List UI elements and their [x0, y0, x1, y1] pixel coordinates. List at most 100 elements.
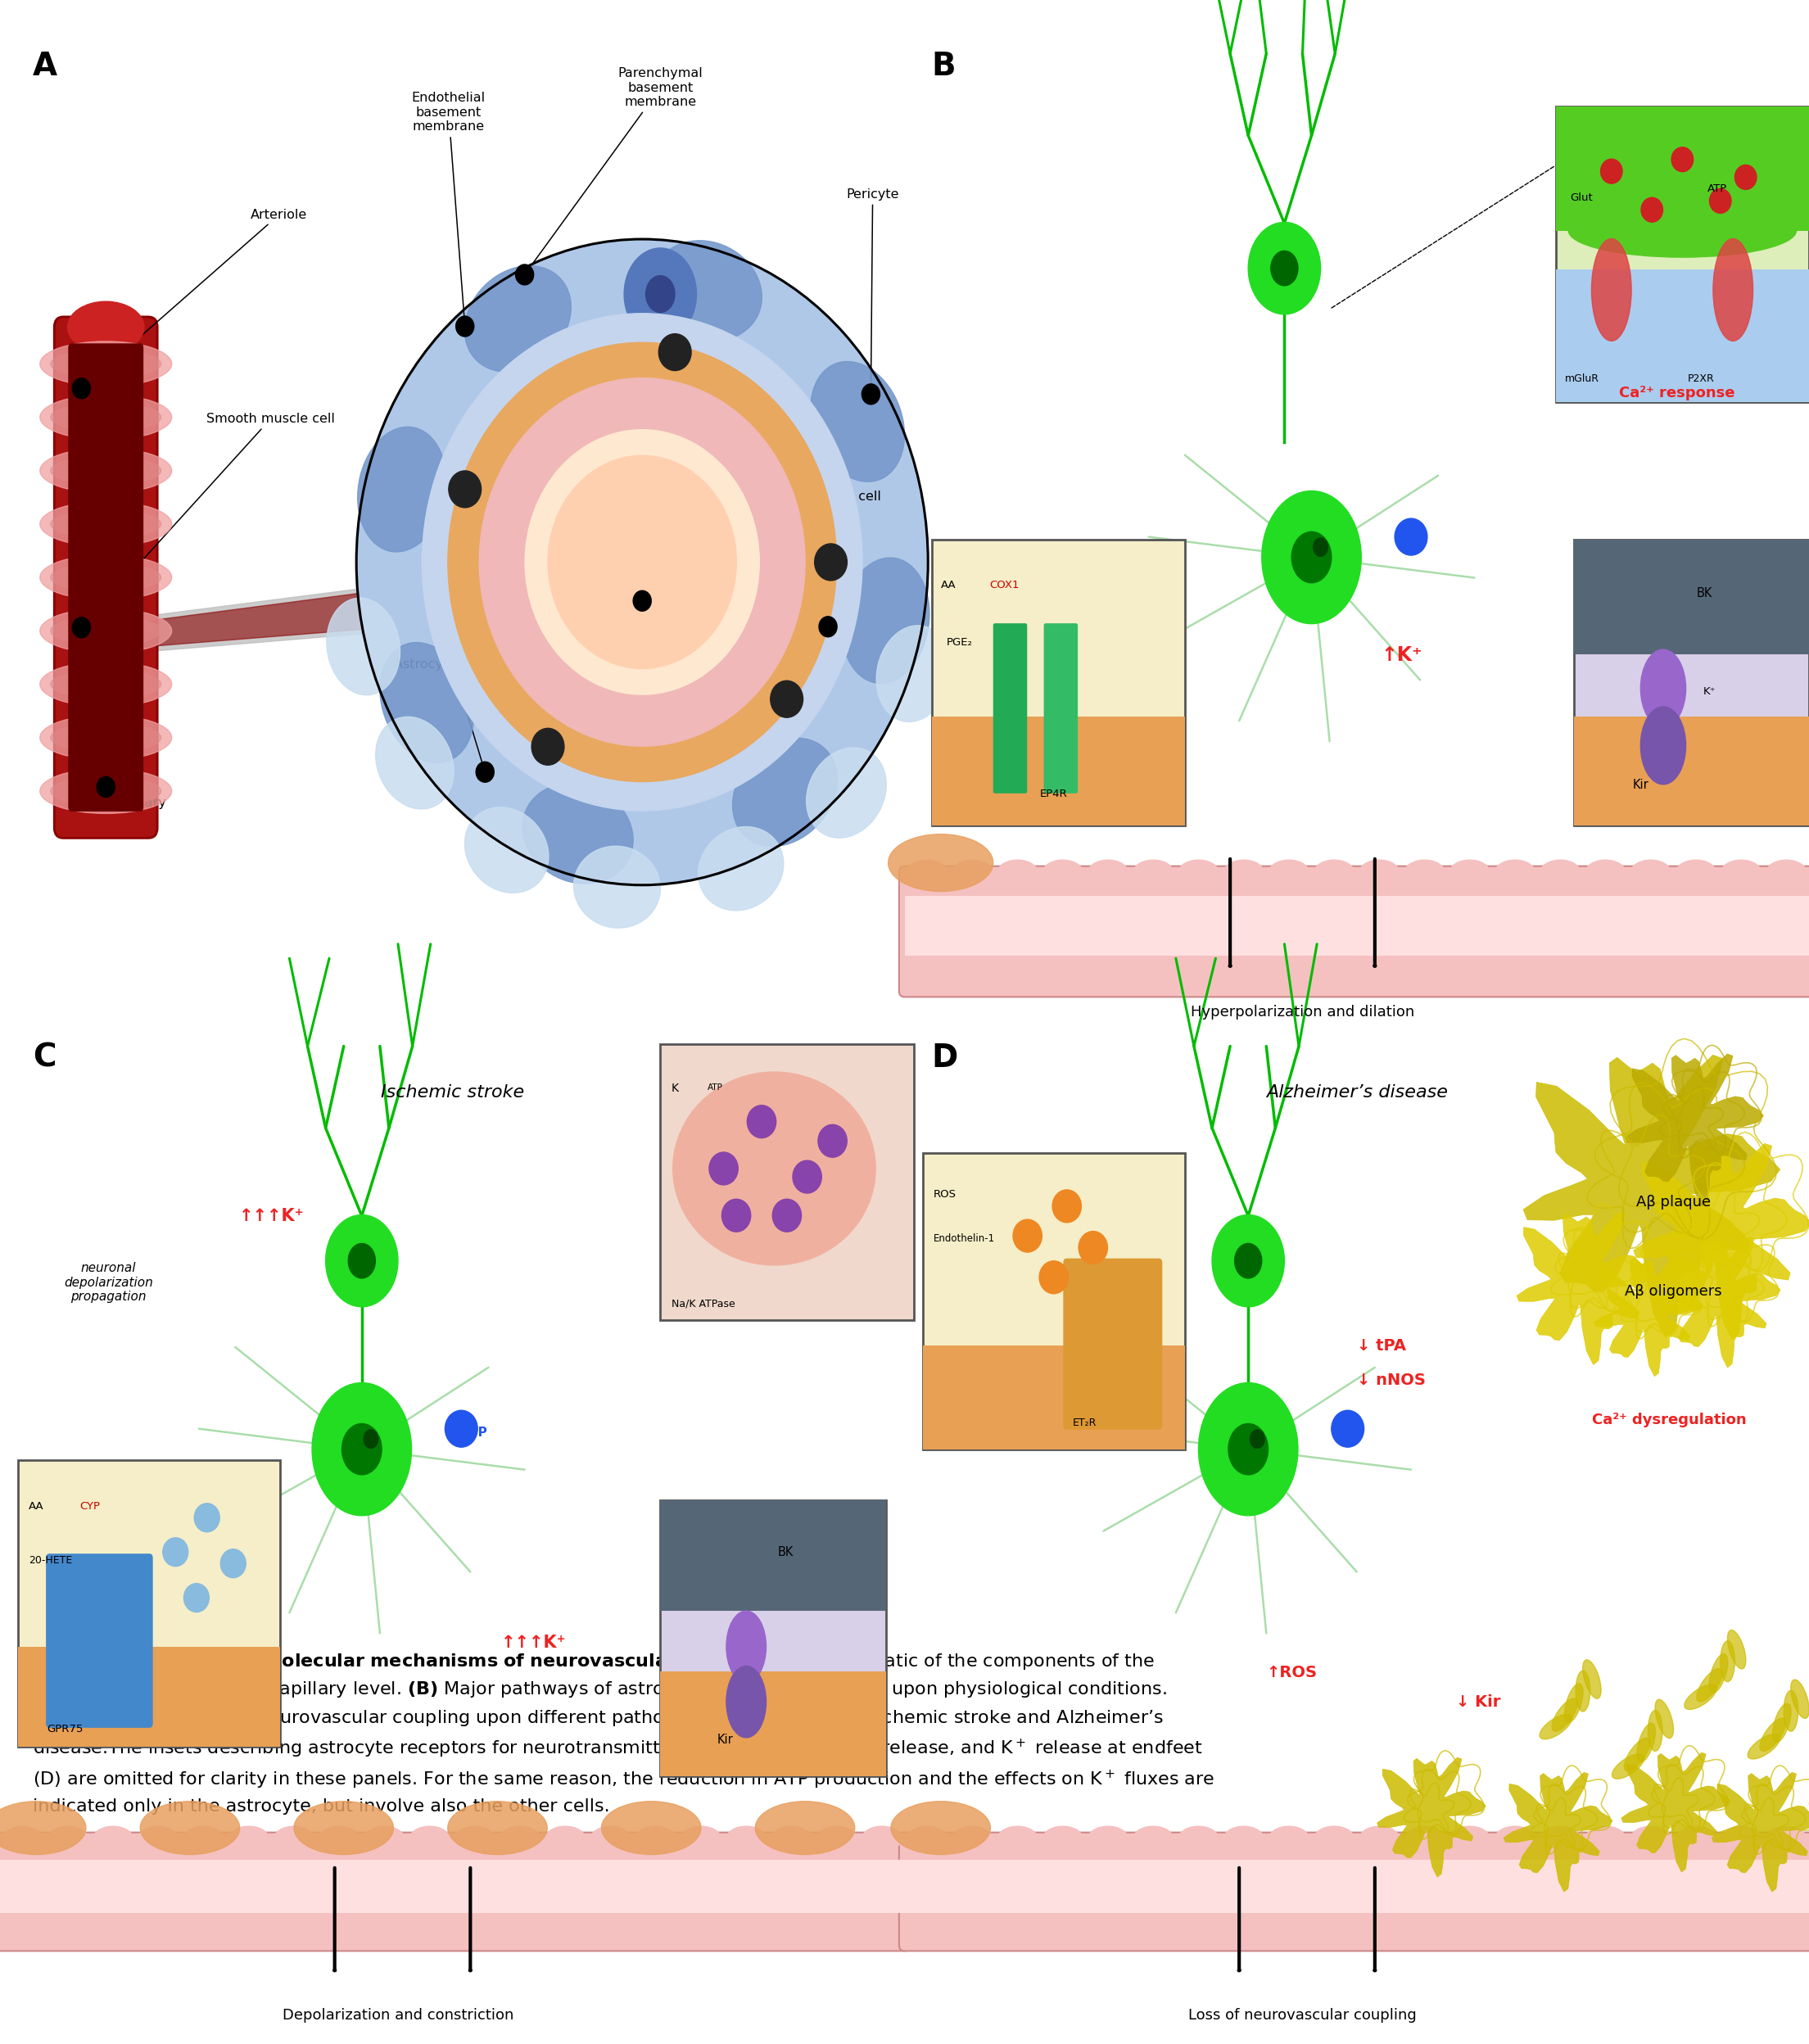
Ellipse shape	[1250, 1431, 1264, 1447]
Text: Arteriole: Arteriole	[83, 208, 308, 386]
FancyBboxPatch shape	[660, 1500, 886, 1611]
FancyBboxPatch shape	[1574, 540, 1809, 654]
Polygon shape	[1377, 1758, 1485, 1876]
Polygon shape	[1621, 1752, 1729, 1872]
Ellipse shape	[51, 562, 161, 593]
Ellipse shape	[1292, 531, 1331, 583]
Circle shape	[72, 617, 90, 638]
Ellipse shape	[327, 599, 400, 695]
Ellipse shape	[40, 394, 172, 439]
Text: Glut: Glut	[1570, 192, 1594, 204]
Ellipse shape	[682, 1827, 720, 1852]
Ellipse shape	[1494, 861, 1534, 885]
Ellipse shape	[185, 1827, 224, 1852]
Circle shape	[1331, 1410, 1364, 1447]
Circle shape	[516, 264, 534, 284]
Text: Capillary: Capillary	[109, 789, 166, 809]
Circle shape	[709, 1153, 738, 1186]
Text: Astrocyte endfoot: Astrocyte endfoot	[394, 658, 510, 771]
Ellipse shape	[888, 834, 993, 891]
Ellipse shape	[1655, 1699, 1673, 1737]
Ellipse shape	[137, 1827, 177, 1852]
Ellipse shape	[1198, 1384, 1297, 1517]
Circle shape	[194, 1504, 219, 1533]
Circle shape	[449, 343, 836, 781]
Ellipse shape	[1223, 1827, 1263, 1852]
Circle shape	[771, 681, 803, 717]
FancyBboxPatch shape	[1556, 106, 1809, 231]
Text: Lumen: Lumen	[644, 601, 803, 656]
FancyBboxPatch shape	[899, 867, 1809, 997]
Text: 20-HETE: 20-HETE	[29, 1555, 72, 1566]
Text: D: D	[932, 1042, 959, 1073]
Ellipse shape	[1268, 861, 1308, 885]
Ellipse shape	[1087, 1827, 1129, 1852]
Polygon shape	[136, 572, 488, 652]
Circle shape	[163, 1537, 188, 1566]
Text: Hyperpolarization and dilation: Hyperpolarization and dilation	[1190, 1006, 1415, 1020]
Ellipse shape	[1042, 1827, 1082, 1852]
Ellipse shape	[1648, 1711, 1662, 1752]
Ellipse shape	[906, 861, 948, 885]
Polygon shape	[1711, 1772, 1809, 1893]
Ellipse shape	[40, 662, 172, 707]
Circle shape	[814, 544, 847, 580]
Ellipse shape	[733, 738, 838, 846]
Ellipse shape	[1710, 1654, 1728, 1692]
Text: Endothelial
basement
membrane: Endothelial basement membrane	[412, 92, 485, 325]
Ellipse shape	[673, 1071, 876, 1265]
FancyBboxPatch shape	[1556, 270, 1809, 403]
Ellipse shape	[1675, 861, 1715, 885]
Circle shape	[747, 1106, 776, 1139]
Ellipse shape	[293, 1801, 394, 1854]
Ellipse shape	[1713, 239, 1753, 341]
Text: Ischemic stroke: Ischemic stroke	[380, 1083, 525, 1100]
Text: B: B	[932, 51, 955, 82]
Ellipse shape	[51, 670, 161, 699]
Circle shape	[792, 1161, 821, 1194]
Ellipse shape	[1360, 1827, 1400, 1852]
Ellipse shape	[40, 609, 172, 654]
Ellipse shape	[999, 1827, 1038, 1852]
Ellipse shape	[771, 1827, 810, 1852]
Ellipse shape	[1248, 223, 1321, 315]
Ellipse shape	[573, 846, 660, 928]
Ellipse shape	[952, 1827, 991, 1852]
Ellipse shape	[465, 807, 548, 893]
Text: Loss of neurovascular coupling: Loss of neurovascular coupling	[1189, 2007, 1416, 2022]
Circle shape	[633, 591, 651, 611]
Ellipse shape	[1539, 861, 1581, 885]
Ellipse shape	[1632, 861, 1670, 885]
Ellipse shape	[1212, 1214, 1284, 1306]
Text: A: A	[33, 51, 58, 82]
Text: COX1: COX1	[990, 580, 1020, 591]
Ellipse shape	[47, 1827, 89, 1852]
Ellipse shape	[1234, 1243, 1263, 1278]
Circle shape	[1078, 1230, 1107, 1263]
Ellipse shape	[1592, 239, 1632, 341]
Ellipse shape	[1675, 1827, 1715, 1852]
FancyBboxPatch shape	[0, 1860, 904, 1913]
Text: Depolarization and constriction: Depolarization and constriction	[282, 2007, 514, 2022]
Circle shape	[456, 317, 474, 337]
Ellipse shape	[40, 501, 172, 546]
Ellipse shape	[698, 826, 783, 910]
Ellipse shape	[999, 861, 1038, 885]
Ellipse shape	[1697, 1668, 1722, 1703]
Ellipse shape	[1637, 1723, 1655, 1762]
Text: AA: AA	[941, 580, 955, 591]
Polygon shape	[1634, 1143, 1809, 1339]
Text: Na/K ATPase: Na/K ATPase	[671, 1298, 734, 1308]
FancyBboxPatch shape	[932, 717, 1185, 826]
Ellipse shape	[347, 1243, 376, 1278]
Polygon shape	[1594, 1257, 1702, 1376]
Ellipse shape	[1720, 1827, 1760, 1852]
Ellipse shape	[40, 769, 172, 814]
Ellipse shape	[1223, 861, 1263, 885]
Ellipse shape	[1042, 861, 1082, 885]
Ellipse shape	[1552, 1699, 1577, 1731]
Ellipse shape	[51, 617, 161, 646]
Text: GPR75: GPR75	[47, 1723, 83, 1735]
Ellipse shape	[952, 861, 991, 885]
Text: BK: BK	[778, 1545, 794, 1558]
